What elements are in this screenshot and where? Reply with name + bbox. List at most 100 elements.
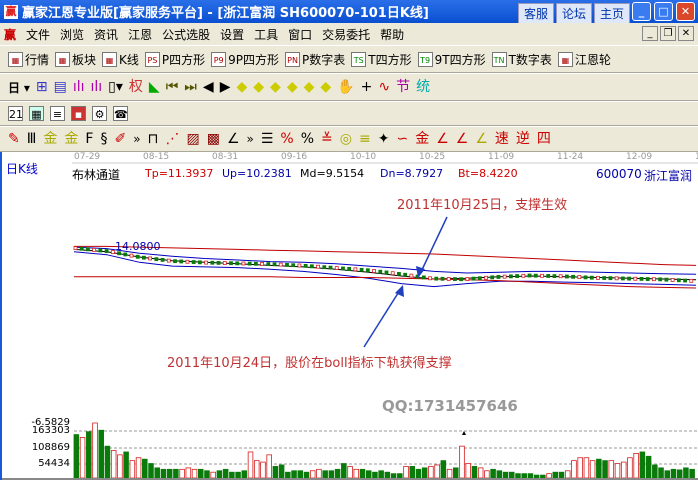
toolbar-item-8[interactable]: TN T数字表	[491, 51, 552, 68]
last-icon[interactable]: ⏭	[184, 79, 197, 95]
toolbar-item-6[interactable]: TS T四方形	[351, 51, 412, 68]
notes-icon[interactable]: ≡	[50, 106, 65, 121]
gann-box-icon[interactable]: ▨	[186, 131, 200, 147]
list-icon[interactable]: ▤	[53, 79, 67, 95]
expand-icon[interactable]: ◆	[303, 79, 315, 95]
period-select[interactable]: 日 ▾	[8, 80, 30, 95]
toolbar-item-label: T四方形	[368, 52, 412, 67]
section-icon[interactable]: 节	[396, 79, 411, 95]
menu-settings[interactable]: 设置	[220, 27, 245, 42]
candle	[341, 266, 345, 271]
kline3-icon[interactable]: ılı	[72, 79, 85, 95]
toolbar-item-2[interactable]: ▦ K线	[102, 51, 139, 68]
j-angle-icon[interactable]: ∠	[436, 131, 449, 147]
candle	[558, 274, 563, 279]
mdi-minimize-button[interactable]: _	[642, 26, 658, 41]
erase-icon[interactable]: ✐	[114, 131, 127, 147]
percent-line-icon[interactable]: %	[280, 131, 294, 147]
ruler-icon[interactable]: ☰	[260, 131, 274, 147]
fan-icon[interactable]: ⋰	[165, 131, 180, 147]
maximize-button[interactable]: □	[654, 2, 673, 21]
close-button[interactable]: ✕	[676, 2, 695, 21]
f-angle-icon[interactable]: ∠	[455, 131, 469, 147]
percent-bands-icon[interactable]: ≚	[321, 131, 333, 147]
indicator-name: 布林通道	[72, 168, 121, 182]
draw-line-icon[interactable]: ∿	[378, 79, 391, 95]
scroll-left-icon[interactable]: ◆	[236, 79, 248, 95]
first-icon[interactable]: ⏮	[165, 79, 179, 95]
p9-icon: P9	[211, 51, 227, 67]
save-icon[interactable]: ▪	[71, 106, 86, 121]
kline-chart[interactable]: 日K线 07-29 08-15 08-31 09-16 10-10 10-25 11-09 1…	[0, 152, 698, 480]
gold1-icon[interactable]: 金	[43, 131, 58, 147]
candle-type-icon[interactable]: ▯▾	[108, 79, 123, 95]
gold-angle-icon[interactable]: ∠	[475, 131, 488, 147]
menu-browse[interactable]: 浏览	[60, 27, 85, 42]
angle-icon[interactable]: ∠	[226, 131, 240, 147]
network-icon[interactable]: ⚙	[92, 106, 107, 121]
window-icon[interactable]: ⊞	[35, 79, 48, 95]
toolbar-item-5[interactable]: PN P数字表	[285, 51, 345, 68]
mdi-close-button[interactable]: ✕	[678, 26, 694, 41]
zoom-out-icon[interactable]: ◆	[270, 79, 281, 95]
more-icon[interactable]: »	[133, 132, 141, 146]
percent-icon[interactable]: %	[300, 131, 315, 147]
weight-icon[interactable]: 权	[128, 79, 143, 95]
calendar-icon[interactable]: 21	[8, 106, 23, 121]
hand-icon[interactable]: ✋	[337, 79, 355, 95]
candle	[359, 267, 364, 272]
toolbar-item-0[interactable]: ▦ 行情	[8, 51, 49, 68]
pen-icon[interactable]: ✎	[8, 131, 20, 147]
speed-icon[interactable]: 速	[494, 131, 509, 147]
mdi-restore-button[interactable]: ❐	[660, 26, 676, 41]
boll-up-line	[73, 246, 697, 275]
more2-icon[interactable]: »	[246, 132, 254, 146]
gann-grid-icon[interactable]: ▩	[206, 131, 220, 147]
gold-lines-icon[interactable]: ≡	[358, 131, 371, 147]
toolbar-item-9[interactable]: ▦ 江恩轮	[557, 51, 611, 68]
calculator-icon[interactable]: ▦	[29, 106, 44, 121]
zoom-in-icon[interactable]: ◆	[286, 79, 298, 95]
wave-icon[interactable]: ∽	[396, 131, 409, 147]
gold2-icon[interactable]: 金	[64, 131, 79, 147]
menu-window[interactable]: 窗口	[288, 27, 313, 42]
next-icon[interactable]: ▶	[219, 79, 231, 95]
toolbar-item-3[interactable]: PS P四方形	[144, 51, 205, 68]
quad-icon[interactable]: 四	[536, 131, 551, 147]
menu-file[interactable]: 文件	[26, 27, 51, 42]
menu-info[interactable]: 资讯	[94, 27, 119, 42]
shrink-icon[interactable]: ◆	[320, 79, 332, 95]
toolbar-item-7[interactable]: T9 9T四方形	[417, 51, 486, 68]
phone-icon[interactable]: ☎	[113, 106, 128, 121]
volume-bar	[564, 470, 571, 479]
volume-bar	[173, 468, 179, 479]
fib-icon[interactable]: F	[85, 131, 94, 147]
menu-formula[interactable]: 公式选股	[162, 27, 211, 42]
menu-gann[interactable]: 江恩	[128, 27, 153, 42]
minimize-button[interactable]: _	[632, 2, 651, 21]
link-forum[interactable]: 论坛	[555, 3, 592, 24]
parallel-icon[interactable]: Ⅲ	[26, 131, 37, 147]
menu-trade[interactable]: 交易委托	[322, 27, 371, 42]
toolbar-item-1[interactable]: ▦ 板块	[55, 51, 96, 68]
kline9-icon[interactable]: ılı	[90, 79, 103, 95]
gold-circle-icon[interactable]: ◎	[339, 131, 352, 147]
date-tick: 11-24	[557, 152, 584, 162]
reverse-icon[interactable]: 逆	[515, 131, 530, 147]
box-icon[interactable]: ⊓	[147, 131, 159, 147]
volume-bar	[365, 470, 372, 479]
link-home[interactable]: 主页	[593, 3, 630, 24]
crosshair-icon[interactable]: +	[360, 79, 373, 95]
stats-icon[interactable]: 统	[416, 79, 431, 95]
prev-icon[interactable]: ◀	[202, 79, 214, 95]
link-service[interactable]: 客服	[517, 3, 554, 24]
mark-icon[interactable]: ✦	[377, 131, 390, 147]
scroll-right-icon[interactable]: ◆	[253, 79, 265, 95]
toolbar-item-label: P数字表	[302, 52, 346, 67]
menu-help[interactable]: 帮助	[380, 27, 405, 42]
spiral-icon[interactable]: §	[100, 131, 108, 147]
gold-rect-icon[interactable]: 金	[415, 131, 430, 147]
color-chart-icon[interactable]: ◣	[148, 79, 160, 95]
menu-tools[interactable]: 工具	[254, 27, 279, 42]
toolbar-item-4[interactable]: P9 9P四方形	[211, 51, 279, 68]
